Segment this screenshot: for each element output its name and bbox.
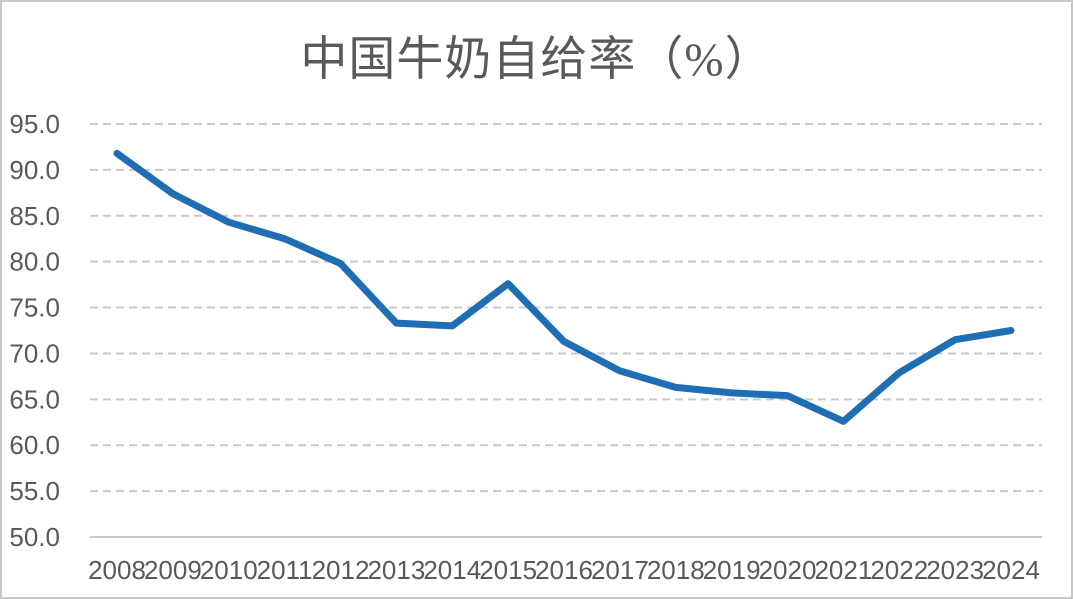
data-series-line (113, 149, 1015, 425)
x-tick-label: 2010 (200, 555, 258, 585)
y-tick-label: 50.0 (9, 522, 60, 552)
y-tick-label: 90.0 (9, 155, 60, 185)
x-tick-label: 2020 (759, 555, 817, 585)
y-axis-tick-labels: 95.0 90.0 85.0 80.0 75.0 70.0 65.0 60.0 55.0 50.0 (9, 109, 60, 552)
y-tick-label: 70.0 (9, 338, 60, 368)
y-tick-label: 55.0 (9, 476, 60, 506)
x-tick-label: 2021 (814, 555, 872, 585)
x-tick-label: 2012 (312, 555, 370, 585)
x-tick-label: 2017 (591, 555, 649, 585)
x-tick-label: 2008 (88, 555, 146, 585)
series-group (113, 149, 1015, 425)
x-tick-label: 2022 (870, 555, 928, 585)
x-tick-label: 2009 (144, 555, 202, 585)
gridlines-group (90, 123, 1042, 538)
y-tick-label: 60.0 (9, 430, 60, 460)
x-tick-label: 2014 (423, 555, 481, 585)
x-tick-label: 2023 (926, 555, 984, 585)
y-tick-label: 80.0 (9, 247, 60, 277)
x-tick-label: 2015 (479, 555, 537, 585)
x-tick-label: 2018 (647, 555, 705, 585)
y-tick-label: 95.0 (9, 109, 60, 139)
x-axis-tick-labels: 2008200920102011201220132014201520162017… (88, 555, 1040, 585)
x-tick-label: 2019 (703, 555, 761, 585)
x-tick-label: 2024 (982, 555, 1040, 585)
x-tick-label: 2016 (535, 555, 593, 585)
y-tick-label: 85.0 (9, 201, 60, 231)
y-tick-label: 65.0 (9, 384, 60, 414)
x-tick-label: 2013 (367, 555, 425, 585)
x-tick-label: 2011 (257, 555, 313, 585)
y-tick-label: 75.0 (9, 293, 60, 323)
chart-title: 中国牛奶自给率（%） (300, 34, 773, 86)
